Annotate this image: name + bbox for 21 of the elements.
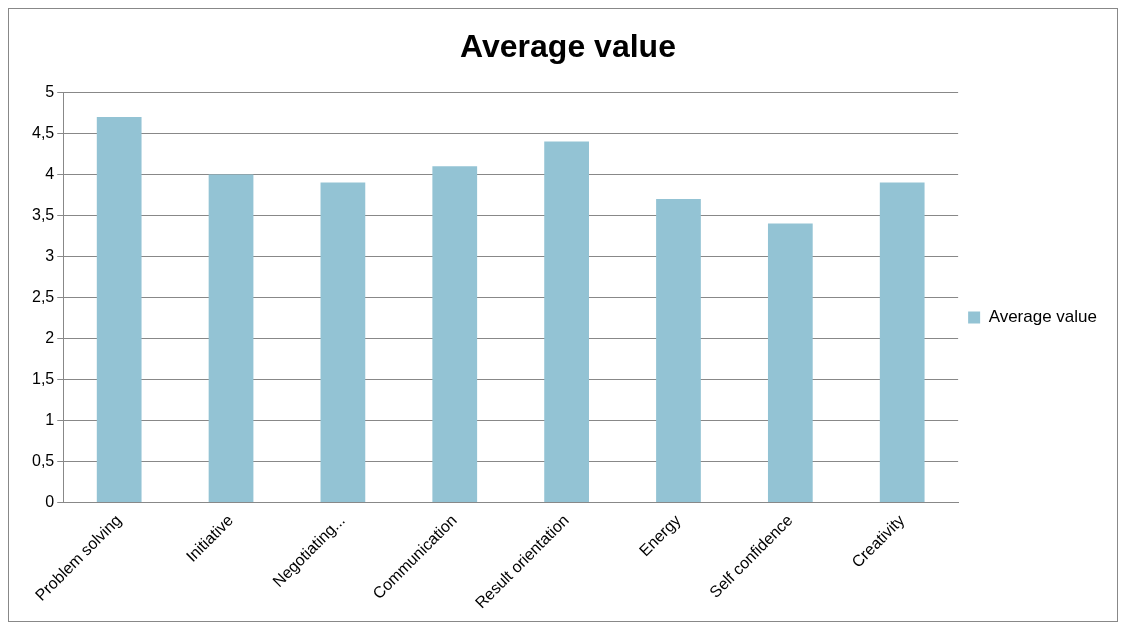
bar: [879, 182, 925, 502]
y-tick-label: 3,5: [31, 205, 55, 223]
y-tick-label: 4,5: [31, 123, 55, 141]
y-tick-label: 3: [45, 246, 55, 264]
bar: [96, 117, 142, 502]
bar: [432, 166, 478, 502]
bar: [544, 141, 589, 502]
y-tick-label: 0,5: [31, 451, 55, 469]
bar: [767, 223, 813, 502]
y-tick-label: 1: [45, 410, 55, 428]
y-tick-label: 2,5: [31, 287, 55, 305]
chart-title: Average value: [460, 28, 676, 65]
y-tick-label: 2: [45, 328, 55, 346]
y-tick-label: 1,5: [31, 369, 55, 387]
y-tick-label: 4: [45, 164, 55, 182]
legend-label: Average value: [988, 307, 1097, 327]
bar: [208, 174, 254, 502]
bar: [320, 182, 366, 502]
y-tick-label: 0: [45, 492, 55, 510]
bar: [656, 198, 701, 502]
y-tick-label: 5: [45, 82, 55, 100]
